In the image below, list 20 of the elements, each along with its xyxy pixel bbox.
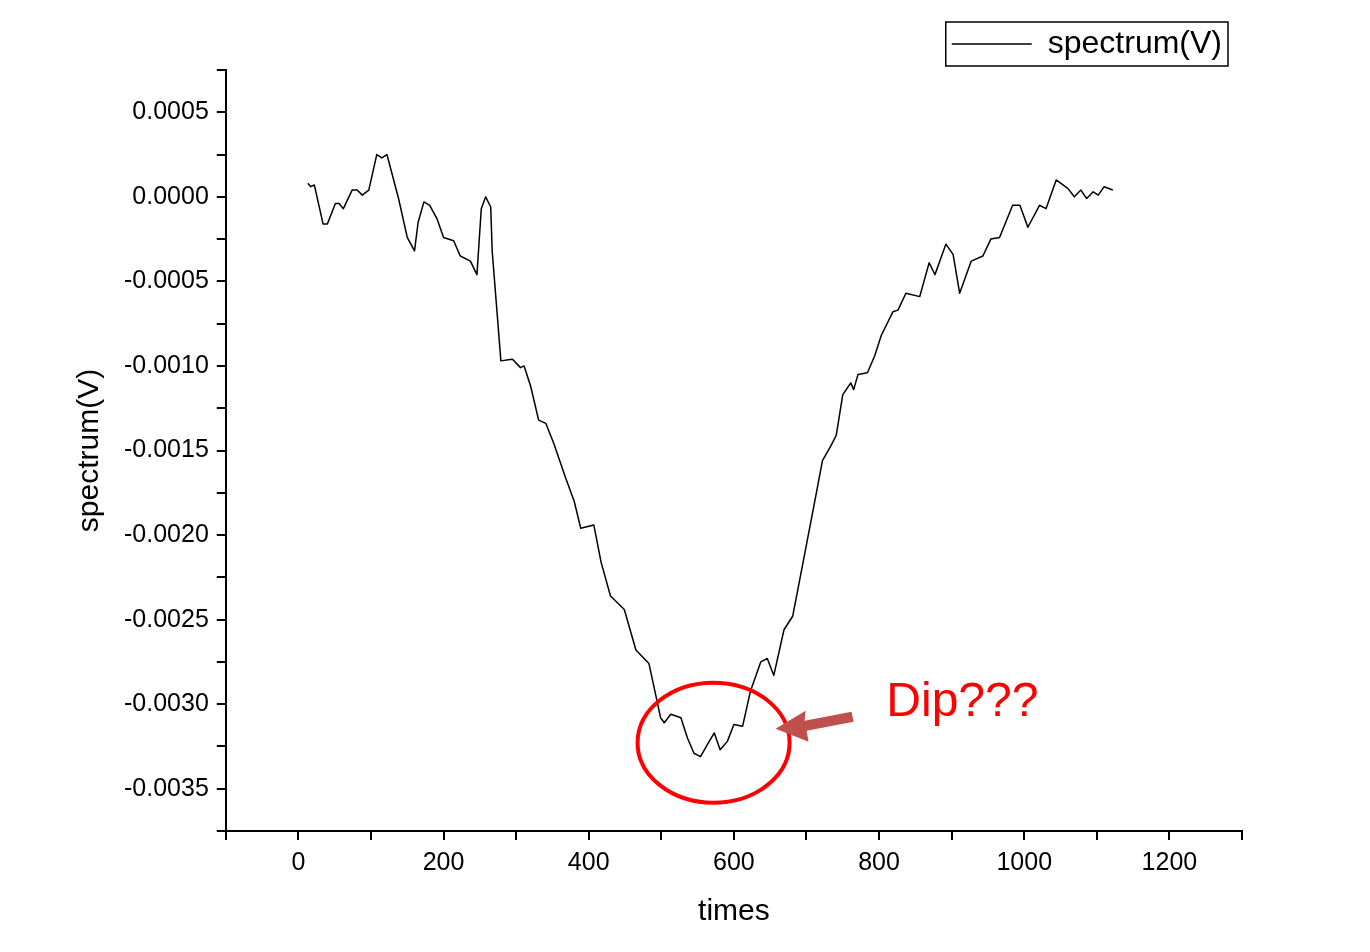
x-tick-label: 1000 [996, 846, 1053, 875]
y-tick-label: -0.0025 [123, 603, 209, 632]
y-tick-label: -0.0020 [123, 518, 209, 547]
y-tick-label: 0.0005 [132, 96, 209, 125]
y-tick-label: -0.0010 [123, 349, 209, 378]
x-tick-label: 800 [858, 846, 900, 875]
y-tick-label: -0.0030 [123, 688, 209, 717]
y-tick-label: -0.0005 [123, 265, 209, 294]
y-tick-label: 0.0000 [132, 180, 209, 209]
x-tick-label: 600 [713, 846, 755, 875]
y-tick-label: -0.0035 [123, 772, 209, 801]
x-tick-label: 200 [422, 846, 465, 875]
annotation: Dip??? [886, 673, 1039, 727]
x-tick-label: 0 [291, 846, 306, 875]
legend-label: spectrum(V) [1047, 23, 1222, 60]
x-axis-title: times [698, 893, 770, 927]
x-tick-label: 1200 [1141, 846, 1198, 875]
y-axis-title: spectrum(V) [71, 368, 105, 533]
y-tick-label: -0.0015 [123, 434, 209, 463]
x-tick-label: 400 [567, 846, 610, 875]
